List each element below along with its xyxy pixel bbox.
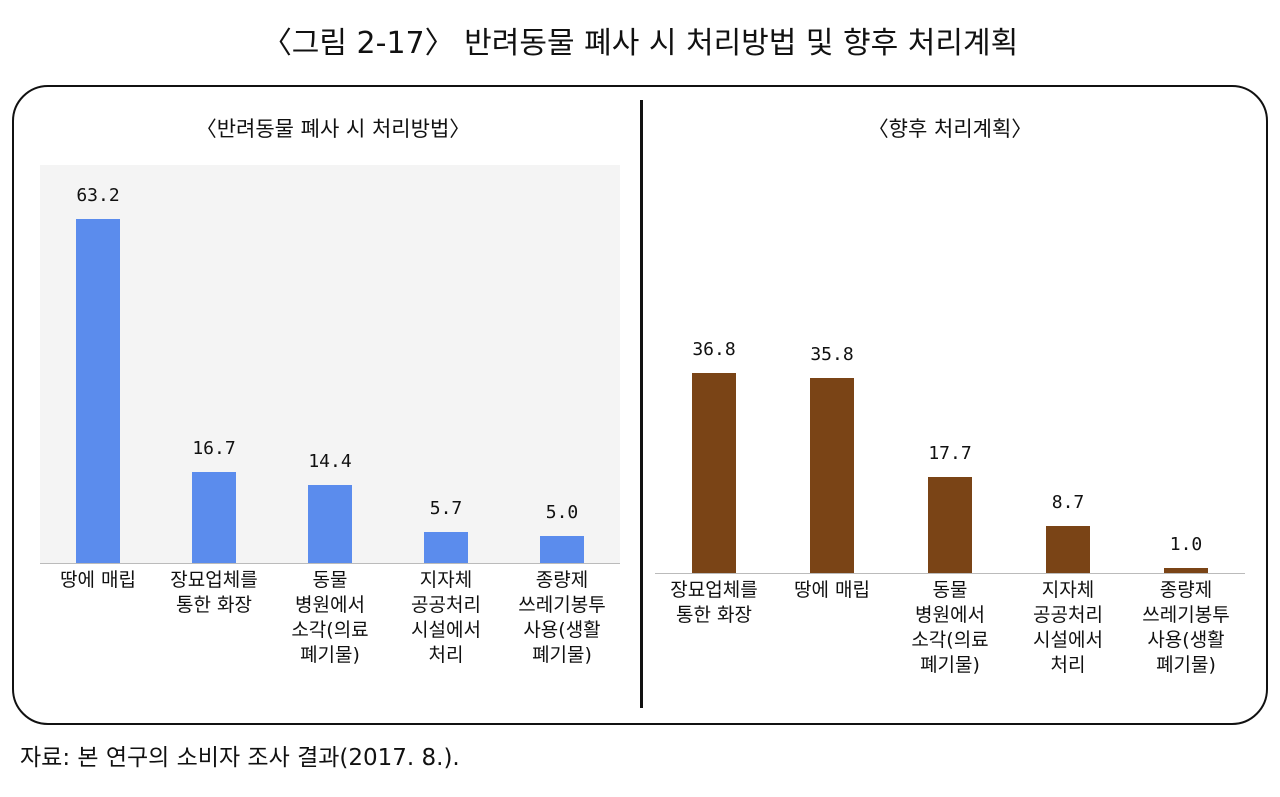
bar bbox=[424, 531, 468, 563]
divider bbox=[640, 100, 643, 708]
bar bbox=[308, 484, 352, 563]
value-label: 1.0 bbox=[1169, 533, 1203, 555]
value-label: 35.8 bbox=[810, 344, 854, 366]
bar bbox=[76, 219, 120, 563]
category-label: 동물 병원에서 소각(의료 폐기물) bbox=[291, 569, 369, 666]
category-label: 종량제 쓰레기봉투 사용(생활 폐기물) bbox=[518, 569, 606, 666]
category-label: 지자체 공공처리 시설에서 처리 bbox=[1033, 579, 1103, 676]
axis-line bbox=[655, 573, 1245, 574]
bar bbox=[928, 476, 972, 573]
axis-line bbox=[40, 563, 620, 564]
figure-title: 〈그림 2-17〉 반려동물 폐사 시 처리방법 및 향후 처리계획 bbox=[261, 26, 1019, 61]
category-label: 동물 병원에서 소각(의료 폐기물) bbox=[911, 579, 989, 676]
category-label: 장묘업체를 통한 화장 bbox=[670, 579, 758, 626]
value-label: 17.7 bbox=[928, 442, 972, 464]
frame bbox=[12, 85, 1268, 725]
value-label: 5.0 bbox=[545, 501, 579, 523]
bar bbox=[1164, 567, 1208, 573]
bar bbox=[192, 472, 236, 563]
value-label: 14.4 bbox=[308, 450, 352, 472]
category-label: 지자체 공공처리 시설에서 처리 bbox=[411, 569, 481, 666]
value-label: 63.2 bbox=[76, 185, 120, 206]
chart-title: 〈향후 처리계획〉 bbox=[867, 117, 1033, 141]
value-label: 36.8 bbox=[692, 338, 736, 360]
bar bbox=[692, 372, 736, 573]
category-label: 땅에 매립 bbox=[60, 569, 136, 591]
value-label: 8.7 bbox=[1051, 491, 1085, 513]
value-label: 5.7 bbox=[429, 497, 463, 519]
source: 자료: 본 연구의 소비자 조사 결과(2017. 8.). bbox=[20, 745, 460, 771]
category-label: 장묘업체를 통한 화장 bbox=[170, 569, 258, 616]
bar bbox=[540, 535, 584, 563]
bar bbox=[810, 378, 854, 573]
category-label: 종량제 쓰레기봉투 사용(생활 폐기물) bbox=[1142, 579, 1230, 676]
category-label: 땅에 매립 bbox=[794, 579, 870, 601]
value-label: 16.7 bbox=[192, 438, 236, 460]
bar bbox=[1046, 525, 1090, 573]
chart-title: 〈반려동물 폐사 시 처리방법〉 bbox=[195, 117, 471, 141]
